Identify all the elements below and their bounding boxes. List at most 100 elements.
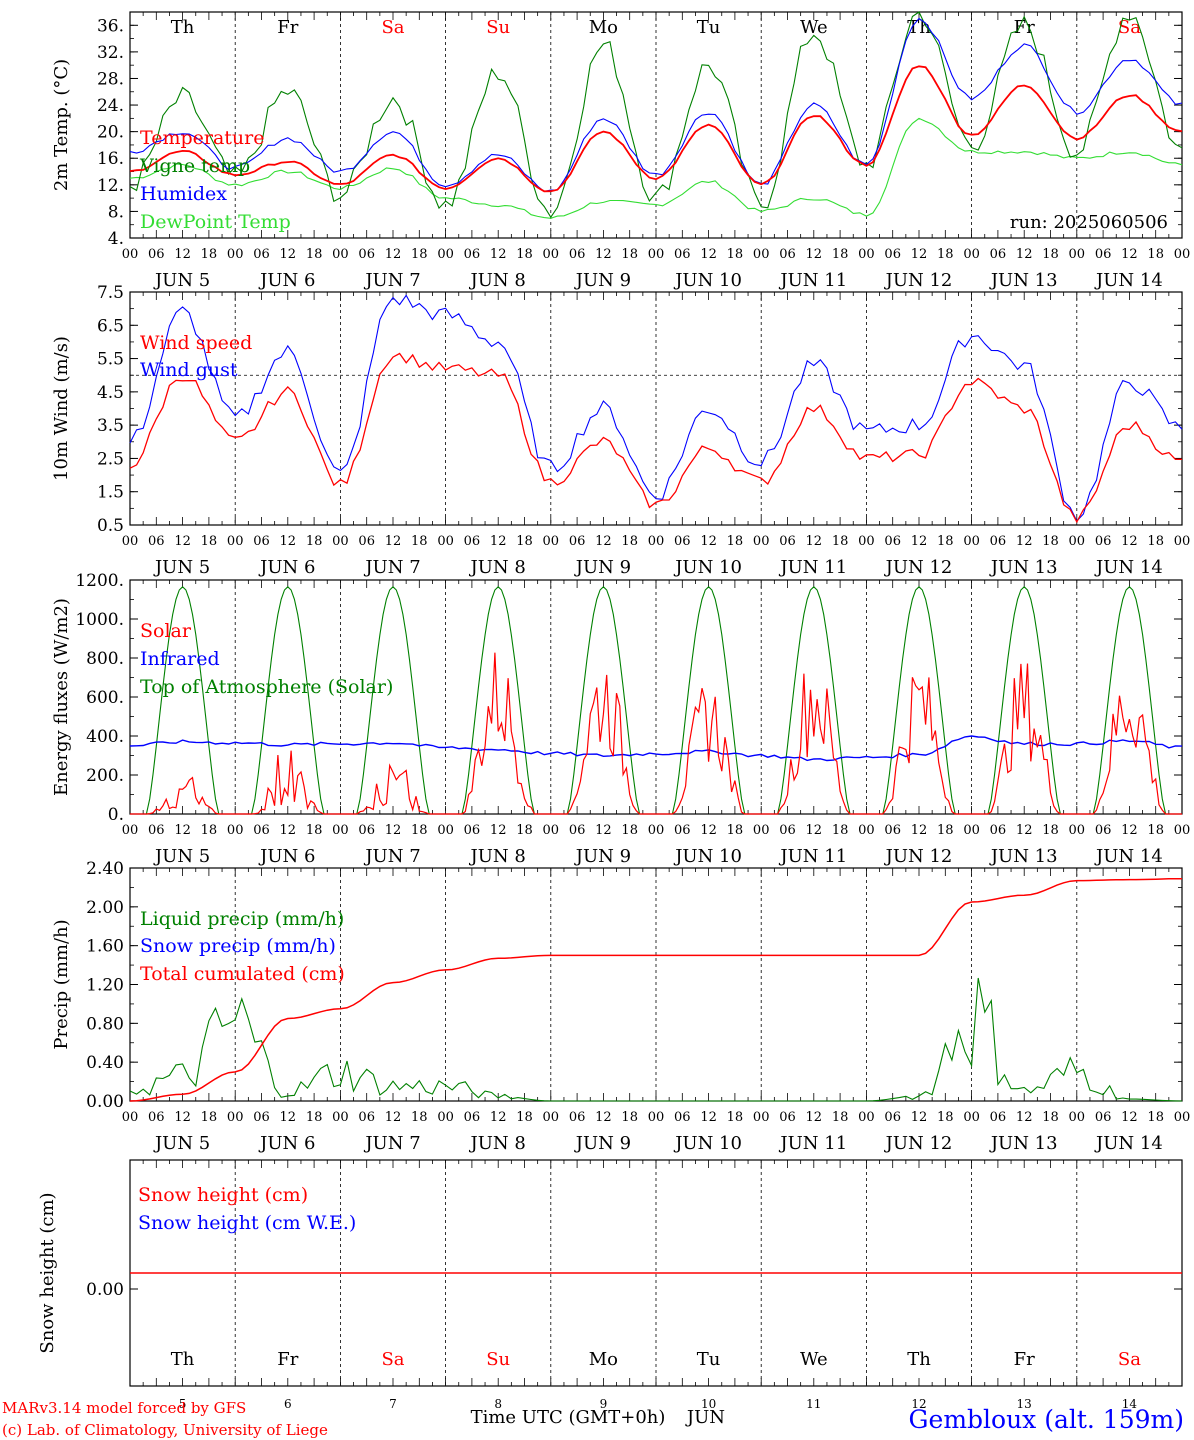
y-tick-label: 0.40 (86, 1053, 124, 1073)
hour-tick-label: 06 (464, 534, 481, 549)
day-number-label: 5 (179, 1397, 187, 1411)
hour-tick-label: 06 (1095, 534, 1112, 549)
hour-tick-label: 12 (385, 247, 402, 262)
y-tick-label: 2.00 (86, 898, 124, 918)
day-label: JUN 14 (1094, 1133, 1163, 1154)
hour-tick-label: 18 (621, 823, 638, 838)
hour-tick-label: 06 (569, 534, 586, 549)
hour-tick-label: 00 (1069, 534, 1086, 549)
y-tick-label: 1.5 (97, 483, 124, 503)
day-label: JUN 6 (258, 846, 315, 867)
day-label: JUN 7 (363, 270, 420, 291)
day-label: JUN 9 (574, 557, 631, 578)
credit-line-2: (c) Lab. of Climatology, University of L… (2, 1421, 328, 1439)
day-label: JUN 11 (778, 1133, 847, 1154)
hour-tick-label: 00 (122, 247, 139, 262)
y-tick-label: 1.20 (86, 976, 124, 996)
hour-tick-label: 06 (569, 247, 586, 262)
hour-tick-label: 18 (1147, 823, 1164, 838)
day-label: JUN 10 (673, 270, 742, 291)
hour-tick-label: 18 (832, 823, 849, 838)
hour-tick-label: 06 (358, 534, 375, 549)
hour-tick-label: 00 (437, 1110, 454, 1125)
hour-tick-label: 00 (122, 534, 139, 549)
hour-tick-label: 12 (490, 1110, 507, 1125)
y-tick-label: 28. (97, 69, 124, 89)
hour-tick-label: 12 (1016, 247, 1033, 262)
y-tick-label: 2.40 (86, 859, 124, 879)
credit-line-1: MARv3.14 model forced by GFS (2, 1399, 246, 1417)
y-tick-label: 7.5 (97, 283, 124, 303)
weekday-label: Th (907, 1349, 931, 1370)
hour-tick-label: 00 (858, 534, 875, 549)
hour-tick-label: 00 (648, 534, 665, 549)
hour-tick-label: 18 (621, 534, 638, 549)
hour-tick-label: 00 (1174, 823, 1191, 838)
hour-tick-label: 18 (306, 1110, 323, 1125)
hour-tick-label: 06 (779, 247, 796, 262)
hour-tick-label: 12 (1016, 1110, 1033, 1125)
hour-tick-label: 12 (806, 247, 823, 262)
hour-tick-label: 00 (332, 247, 349, 262)
weekday-label: Su (486, 1349, 510, 1370)
hour-tick-label: 00 (1174, 1110, 1191, 1125)
hour-tick-label: 12 (806, 823, 823, 838)
hour-tick-label: 18 (727, 1110, 744, 1125)
y-tick-label: 12. (97, 176, 124, 196)
day-number-label: 7 (389, 1397, 397, 1411)
y-tick-label: 8. (108, 202, 124, 222)
day-label: JUN 6 (258, 557, 315, 578)
legend-wind-speed: Wind speed (140, 332, 252, 354)
hour-tick-label: 18 (621, 247, 638, 262)
hour-tick-label: 00 (858, 247, 875, 262)
hour-tick-label: 00 (1069, 247, 1086, 262)
hour-tick-label: 18 (516, 534, 533, 549)
weekday-label: Sa (381, 1349, 404, 1370)
y-axis-label: Energy fluxes (W/m2) (51, 598, 72, 796)
day-number-label: 8 (494, 1397, 502, 1411)
hour-tick-label: 06 (884, 823, 901, 838)
hour-tick-label: 12 (385, 1110, 402, 1125)
hour-tick-label: 12 (490, 247, 507, 262)
day-number-label: 13 (1017, 1397, 1032, 1411)
hour-tick-label: 06 (253, 823, 270, 838)
day-label: JUN 11 (778, 846, 847, 867)
hour-tick-label: 06 (148, 823, 165, 838)
hour-tick-label: 06 (148, 1110, 165, 1125)
day-label: JUN 8 (469, 846, 526, 867)
hour-tick-label: 12 (911, 1110, 928, 1125)
hour-tick-label: 00 (648, 823, 665, 838)
day-label: JUN 14 (1094, 557, 1163, 578)
legend-total-cumulated: Total cumulated (cm) (140, 963, 345, 985)
hour-tick-label: 00 (332, 534, 349, 549)
wind-speed-line (129, 352, 1182, 524)
hour-tick-label: 12 (595, 534, 612, 549)
hour-tick-label: 00 (332, 1110, 349, 1125)
x-axis-month: JUN (685, 1407, 725, 1428)
day-label: JUN 13 (989, 1133, 1058, 1154)
hour-tick-label: 00 (543, 1110, 560, 1125)
hour-tick-label: 00 (753, 1110, 770, 1125)
y-tick-label: 600. (86, 688, 124, 708)
y-axis-label: Precip (mm/h) (51, 919, 72, 1049)
hour-tick-label: 18 (516, 1110, 533, 1125)
hour-tick-label: 06 (884, 1110, 901, 1125)
hour-tick-label: 18 (727, 247, 744, 262)
day-label: JUN 7 (363, 557, 420, 578)
hour-tick-label: 18 (937, 247, 954, 262)
hour-tick-label: 18 (201, 534, 218, 549)
hour-tick-label: 12 (911, 534, 928, 549)
y-axis-label: Snow height (cm) (37, 1192, 58, 1353)
wind-gust-line (129, 294, 1183, 522)
hour-tick-label: 12 (174, 823, 191, 838)
hour-tick-label: 00 (1174, 247, 1191, 262)
total-cumulated-line (129, 877, 1182, 1102)
y-tick-label: 0. (108, 805, 124, 825)
y-tick-label: 0.5 (97, 516, 124, 536)
y-tick-label: 24. (97, 96, 124, 116)
hour-tick-label: 18 (832, 247, 849, 262)
hour-tick-label: 18 (516, 247, 533, 262)
hour-tick-label: 06 (779, 1110, 796, 1125)
hour-tick-label: 18 (201, 823, 218, 838)
hour-tick-label: 12 (1016, 534, 1033, 549)
